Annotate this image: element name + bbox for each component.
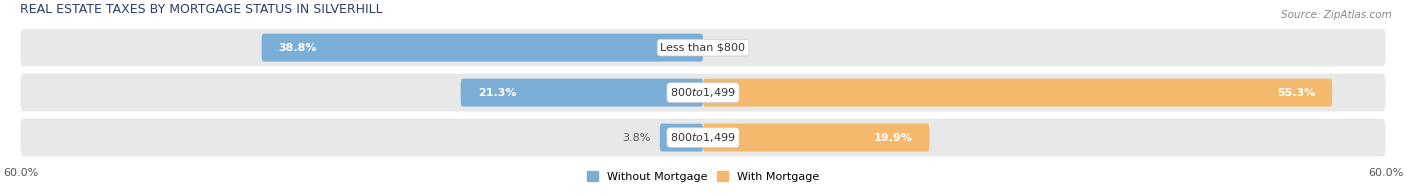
FancyBboxPatch shape	[21, 119, 1385, 157]
Text: 0.0%: 0.0%	[711, 43, 741, 53]
FancyBboxPatch shape	[21, 29, 1385, 66]
FancyBboxPatch shape	[703, 79, 1331, 106]
Text: $800 to $1,499: $800 to $1,499	[671, 86, 735, 99]
Text: Less than $800: Less than $800	[661, 43, 745, 53]
Text: 55.3%: 55.3%	[1277, 88, 1315, 98]
FancyBboxPatch shape	[703, 124, 929, 152]
FancyBboxPatch shape	[262, 34, 703, 62]
Text: 21.3%: 21.3%	[478, 88, 516, 98]
Text: 19.9%: 19.9%	[873, 133, 912, 143]
Legend: Without Mortgage, With Mortgage: Without Mortgage, With Mortgage	[588, 171, 818, 182]
Text: REAL ESTATE TAXES BY MORTGAGE STATUS IN SILVERHILL: REAL ESTATE TAXES BY MORTGAGE STATUS IN …	[21, 3, 382, 16]
Text: 3.8%: 3.8%	[623, 133, 651, 143]
Text: Source: ZipAtlas.com: Source: ZipAtlas.com	[1281, 10, 1392, 20]
Text: 38.8%: 38.8%	[278, 43, 318, 53]
Text: $800 to $1,499: $800 to $1,499	[671, 131, 735, 144]
FancyBboxPatch shape	[659, 124, 703, 152]
FancyBboxPatch shape	[461, 79, 703, 106]
FancyBboxPatch shape	[21, 74, 1385, 112]
